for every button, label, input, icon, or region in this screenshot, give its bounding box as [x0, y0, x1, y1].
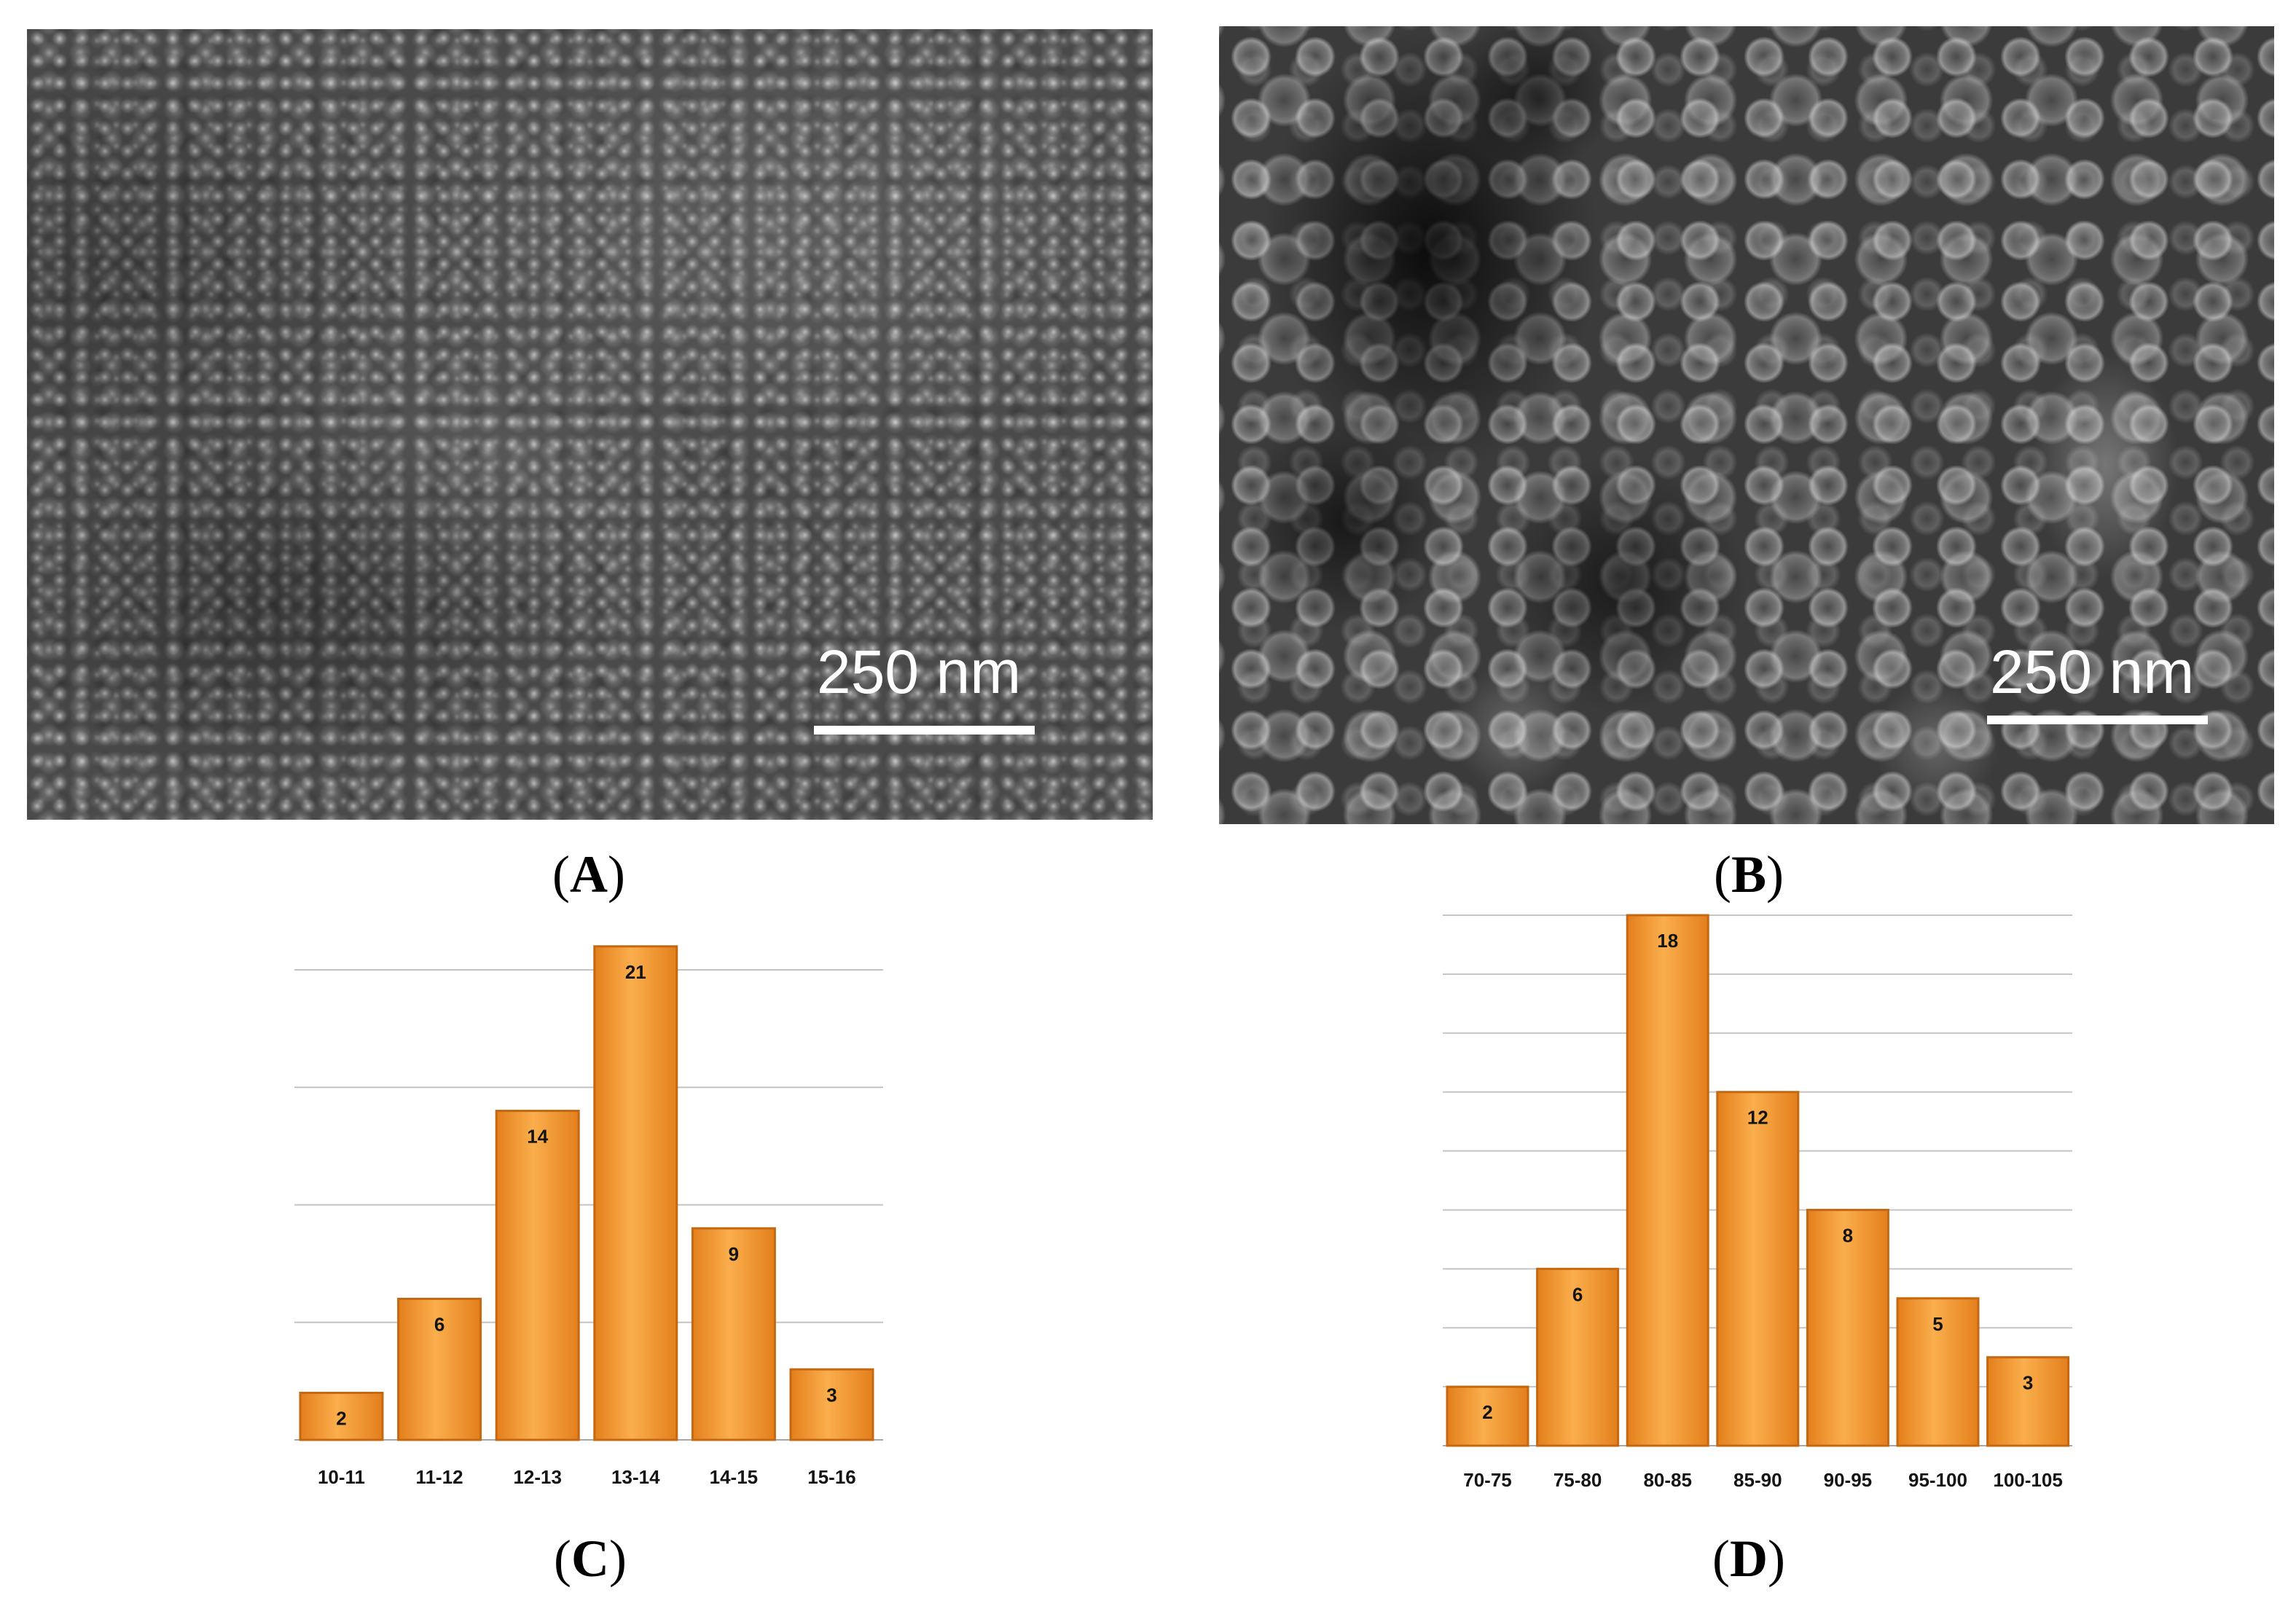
sem-image-a: 250 nm — [27, 29, 1153, 820]
chart-d-category-label: 90-95 — [1824, 1469, 1873, 1491]
chart-c-category-label: 14-15 — [710, 1466, 759, 1488]
chart-c-value-label: 21 — [625, 961, 646, 983]
chart-d-bar — [1626, 914, 1709, 1447]
panel-label-c: (C) — [517, 1531, 663, 1586]
chart-d-category-label: 70-75 — [1463, 1469, 1512, 1491]
chart-d-value-label: 12 — [1747, 1107, 1768, 1129]
sem-image-b: 250 nm — [1219, 26, 2274, 824]
panel-label-paren-open: ( — [1714, 845, 1731, 904]
chart-c-category-label: 15-16 — [807, 1466, 856, 1488]
chart-d-category-label: 80-85 — [1643, 1469, 1692, 1491]
scale-bar-label-a: 250 nm — [817, 638, 1022, 706]
chart-d-bar — [1986, 1356, 2070, 1447]
chart-d-value-label: 6 — [1572, 1283, 1583, 1305]
chart-c-bar — [691, 1227, 776, 1441]
chart-d-value-label: 5 — [1932, 1313, 1943, 1335]
chart-d-value-label: 3 — [2023, 1372, 2033, 1394]
panel-label-paren-close: ) — [1766, 845, 1784, 904]
chart-d-value-label: 2 — [1482, 1401, 1492, 1423]
chart-c-value-label: 2 — [336, 1408, 346, 1430]
chart-c-value-label: 9 — [729, 1243, 739, 1265]
panel-label-paren-close: ) — [1768, 1529, 1785, 1588]
chart-c-category-label: 13-14 — [611, 1466, 660, 1488]
chart-d-category-label: 95-100 — [1908, 1469, 1967, 1491]
chart-c-value-label: 14 — [527, 1126, 548, 1148]
scale-bar-a — [814, 726, 1035, 735]
panel-label-letter: D — [1730, 1529, 1768, 1588]
chart-c-bar — [397, 1298, 482, 1441]
chart-c-category-label: 12-13 — [513, 1466, 562, 1488]
chart-d-value-label: 18 — [1657, 930, 1678, 952]
panel-label-paren-open: ( — [554, 1529, 571, 1588]
chart-c-category-label: 10-11 — [318, 1466, 365, 1488]
chart-c: 2 10-11 6 11-12 14 12-13 21 13-14 9 14-15 3 15-16 — [294, 945, 883, 1488]
scale-bar-label-b: 250 nm — [1990, 638, 2195, 706]
chart-d-category-label: 75-80 — [1553, 1469, 1602, 1491]
chart-c-bar — [299, 1392, 384, 1441]
chart-d-bar — [1446, 1385, 1529, 1447]
panel-label-letter: A — [570, 845, 608, 904]
panel-label-paren-close: ) — [608, 845, 625, 904]
panel-label-d: (D) — [1676, 1531, 1822, 1586]
chart-c-category-label: 11-12 — [416, 1466, 463, 1488]
panel-label-paren-open: ( — [552, 845, 570, 904]
chart-d-bar — [1806, 1208, 1889, 1447]
chart-c-bar — [789, 1368, 874, 1441]
chart-c-bar — [495, 1110, 580, 1441]
panel-label-letter: C — [571, 1529, 609, 1588]
chart-c-value-label: 3 — [826, 1384, 836, 1406]
scale-bar-b — [1987, 716, 2208, 724]
chart-c-value-label: 6 — [434, 1314, 444, 1336]
chart-d-bar — [1896, 1297, 1980, 1447]
panel-label-paren-close: ) — [609, 1529, 627, 1588]
panel-label-letter: B — [1731, 845, 1767, 904]
chart-d-category-label: 100-105 — [1993, 1469, 2062, 1491]
panel-label-b: (B) — [1676, 847, 1822, 902]
panel-label-paren-open: ( — [1712, 1529, 1730, 1588]
chart-d-bar — [1716, 1091, 1800, 1447]
chart-d-category-label: 85-90 — [1733, 1469, 1782, 1491]
chart-d: 2 70-75 6 75-80 18 80-85 12 85-90 8 90-95 5 95-100 3… — [1443, 914, 2072, 1491]
panel-label-a: (A) — [516, 847, 662, 902]
chart-d-value-label: 8 — [1843, 1224, 1853, 1246]
chart-c-bar — [593, 945, 678, 1441]
chart-d-bar — [1536, 1267, 1620, 1447]
